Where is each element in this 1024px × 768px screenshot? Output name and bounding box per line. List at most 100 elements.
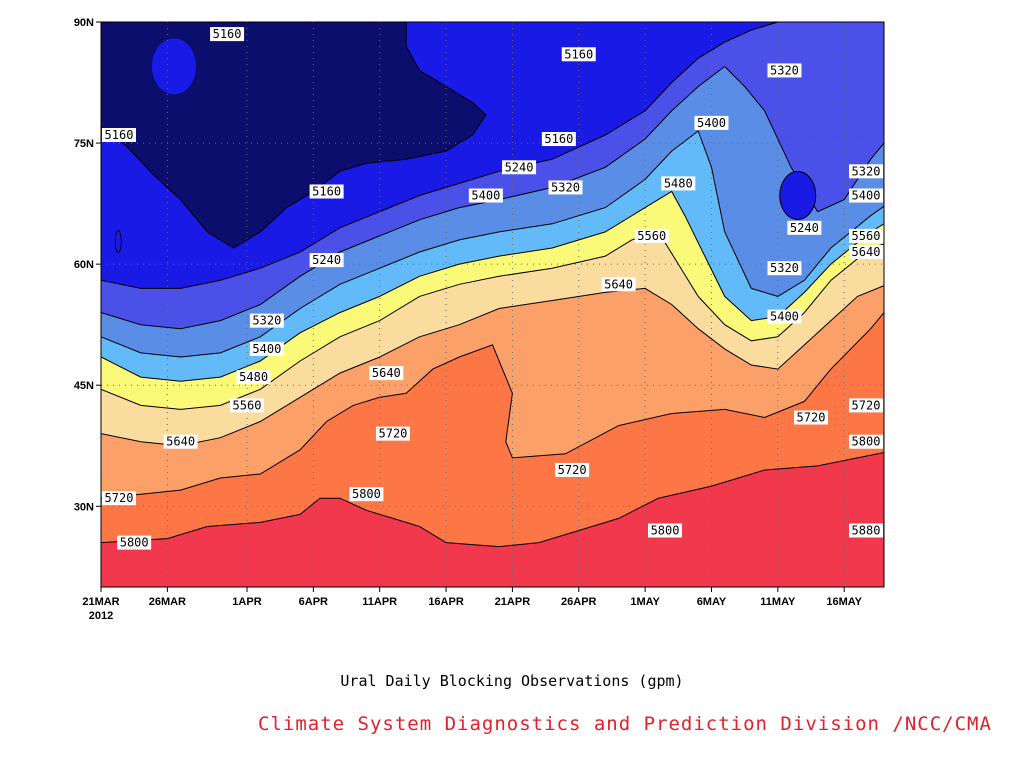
contour-label-box bbox=[555, 462, 590, 477]
x-tick-label: 1MAY bbox=[630, 596, 660, 608]
contour-label-text: 5240 bbox=[312, 253, 341, 267]
contour-label-text: 5560 bbox=[233, 398, 262, 412]
contour-label-box bbox=[229, 398, 264, 413]
contour-label: 5160 bbox=[309, 184, 344, 199]
contour-line-5160 bbox=[101, 22, 487, 249]
x-tick-label: 21MAR bbox=[82, 596, 119, 608]
contour-label: 5720 bbox=[102, 491, 136, 506]
contour-label-box bbox=[794, 410, 829, 425]
contour-label: 5640 bbox=[601, 277, 636, 292]
contour-label: 5160 bbox=[541, 132, 576, 147]
contour-label-box bbox=[210, 27, 245, 42]
contour-label: 5160 bbox=[102, 128, 136, 142]
contour-label-box bbox=[767, 261, 802, 276]
contour-label-box bbox=[601, 277, 636, 292]
contour-cell-5240 bbox=[114, 230, 122, 253]
contour-label-text: 5640 bbox=[852, 245, 881, 259]
contour-label-text: 5320 bbox=[770, 63, 799, 77]
contour-line-5720 bbox=[101, 311, 884, 499]
contour-label: 5400 bbox=[849, 188, 883, 203]
contour-label: 5800 bbox=[849, 434, 883, 449]
contour-label-text: 5160 bbox=[312, 185, 341, 199]
contour-line-5640 bbox=[101, 285, 884, 447]
grid-lines bbox=[101, 22, 884, 587]
contour-label-text: 5640 bbox=[372, 366, 401, 380]
x-tick-label: 11APR bbox=[362, 596, 397, 608]
contour-label: 5160 bbox=[210, 27, 245, 42]
contour-label-text: 5720 bbox=[797, 411, 826, 425]
contour-band-5160 bbox=[101, 22, 486, 248]
contour-label: 5560 bbox=[229, 398, 264, 413]
contour-label: 5880 bbox=[849, 523, 883, 538]
x-tick-label: 26APR bbox=[561, 596, 597, 608]
contour-label-box bbox=[502, 160, 537, 175]
contour-label-text: 5400 bbox=[471, 189, 500, 203]
contour-label: 5640 bbox=[163, 434, 198, 449]
plot-frame bbox=[100, 21, 885, 588]
contour-label-box bbox=[561, 47, 596, 62]
contour-label-box bbox=[661, 176, 696, 191]
contour-label-text: 5880 bbox=[852, 524, 881, 538]
contour-label-text: 5320 bbox=[852, 164, 881, 178]
y-tick-label: 45N bbox=[74, 380, 94, 392]
contour-label-text: 5320 bbox=[551, 180, 580, 194]
contour-label-text: 5240 bbox=[505, 160, 534, 174]
contour-label-box bbox=[541, 132, 576, 147]
contour-line-5800 bbox=[101, 451, 884, 548]
contour-label-box bbox=[849, 245, 883, 260]
contour-label-box bbox=[249, 341, 284, 356]
contour-label: 5400 bbox=[249, 341, 284, 356]
contour-label: 5320 bbox=[767, 261, 802, 276]
contour-label-box bbox=[548, 180, 583, 195]
contour-label: 5640 bbox=[849, 245, 883, 260]
contour-label-text: 5720 bbox=[379, 427, 408, 441]
contour-label: 5720 bbox=[849, 398, 883, 413]
contour-label-box bbox=[767, 309, 802, 324]
y-tick-label: 75N bbox=[74, 138, 94, 150]
contour-label: 5400 bbox=[767, 309, 802, 324]
contour-label-text: 5480 bbox=[239, 370, 268, 384]
contour-label-box bbox=[349, 487, 384, 502]
contour-cell-5240 bbox=[779, 171, 817, 221]
contour-label-text: 5160 bbox=[105, 128, 134, 142]
contour-label: 5640 bbox=[369, 366, 404, 381]
credit-text: Climate System Diagnostics and Predictio… bbox=[258, 713, 992, 735]
contour-label-text: 5800 bbox=[120, 536, 149, 550]
y-tick-label: 60N bbox=[74, 259, 94, 271]
contour-label: 5560 bbox=[634, 228, 669, 243]
contour-label-text: 5400 bbox=[252, 342, 281, 356]
contour-label-box bbox=[634, 228, 669, 243]
contour-label-text: 5800 bbox=[352, 487, 381, 501]
contour-label-box bbox=[369, 366, 404, 381]
contour-label: 5800 bbox=[349, 487, 384, 502]
contour-label-box bbox=[163, 434, 198, 449]
y-tick-label: 90N bbox=[74, 17, 94, 29]
x-tick-label: 26MAR bbox=[149, 596, 186, 608]
contour-label-text: 5800 bbox=[852, 435, 881, 449]
contour-label-text: 5720 bbox=[558, 463, 587, 477]
contour-label: 5800 bbox=[117, 535, 152, 550]
x-tick-label: 16MAY bbox=[826, 596, 862, 608]
contour-label: 5400 bbox=[468, 188, 503, 203]
contour-label: 5400 bbox=[694, 115, 729, 130]
contour-label-text: 5160 bbox=[213, 27, 242, 41]
contour-label: 5720 bbox=[375, 426, 410, 441]
contour-label-text: 5160 bbox=[564, 47, 593, 61]
contour-line-5240 bbox=[101, 22, 778, 289]
contour-label-box bbox=[468, 188, 503, 203]
contour-label-text: 5400 bbox=[852, 189, 881, 203]
contour-label-box bbox=[375, 426, 410, 441]
contour-label-box bbox=[102, 128, 136, 142]
contour-label-box bbox=[767, 63, 802, 78]
contour-label-box bbox=[309, 253, 344, 268]
contour-label: 5800 bbox=[648, 523, 683, 538]
contour-label-text: 5240 bbox=[790, 221, 819, 235]
contour-label-text: 5400 bbox=[770, 310, 799, 324]
chart-title: Ural Daily Blocking Observations (gpm) bbox=[340, 672, 684, 690]
contour-label-box bbox=[249, 313, 284, 328]
contour-label-text: 5320 bbox=[252, 314, 281, 328]
contour-label: 5320 bbox=[849, 164, 883, 179]
contour-label-text: 5320 bbox=[770, 261, 799, 275]
contour-label-box bbox=[648, 523, 683, 538]
contour-label-text: 5560 bbox=[852, 229, 881, 243]
